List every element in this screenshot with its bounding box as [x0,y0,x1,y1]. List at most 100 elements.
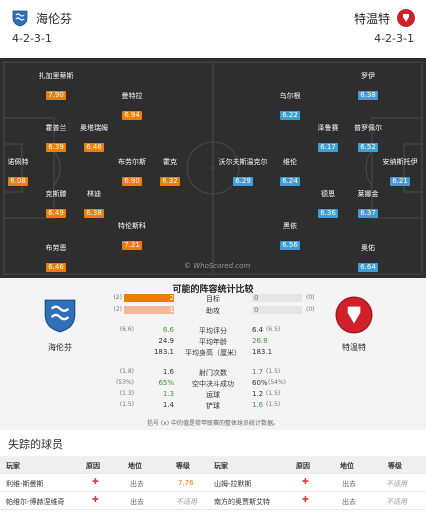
home-league-value: (2) [113,306,123,313]
away-player[interactable]: 安纳斯托伊 6.21 [376,158,424,187]
home-player[interactable]: 曼特拉 6.94 [110,92,154,121]
player-name: 德恩 [321,190,335,198]
table-row[interactable]: 帕维尔-博赫涅维奇 ✚ 出去 不适用 南方的奥贾斯艾特 ✚ 出去 不适用 [0,492,426,510]
home-missing-rating: 7.76 [178,479,194,487]
away-league-value: (1.5) [266,390,281,397]
player-rating: 6.36 [318,209,338,218]
home-player[interactable]: 特伦斯科 7.21 [110,222,154,251]
player-name: 罗伊 [361,72,375,80]
player-rating: 6.24 [280,177,300,186]
player-rating: 6.29 [233,177,253,186]
player-rating: 6.46 [46,263,66,272]
away-formation: 4-2-3-1 [374,32,414,45]
home-player[interactable]: 扎加里蒂斯 7.90 [34,72,78,101]
away-player[interactable]: 罗伊 6.38 [346,72,390,101]
player-name: 布劳恩 [45,244,67,252]
away-player[interactable]: 沃尔夫斯温克尔 6.29 [216,158,270,187]
home-league-value: (53%) [115,379,134,386]
player-rating: 7.90 [46,91,66,100]
player-name: 诺佩特 [7,158,29,166]
table-row[interactable]: 利维-斯曼斯 ✚ 出去 7.76 山姆-拉默斯 ✚ 出去 不适用 [0,474,426,492]
away-player[interactable]: 维伦 6.24 [268,158,312,187]
away-missing-rating: 不适用 [386,480,407,488]
away-league-value: (1.5) [266,368,281,375]
away-league-value: (0) [306,306,315,313]
home-missing-player[interactable]: 帕维尔-博赫涅维奇 [6,498,65,506]
home-missing-rating: 不适用 [176,498,197,506]
away-missing-player[interactable]: 山姆-拉默斯 [214,480,252,488]
stat-label: 运球 [206,391,220,399]
player-rating: 6.08 [8,177,28,186]
player-name: 林迪 [87,190,101,198]
home-player[interactable]: 诺佩特 6.08 [0,158,40,187]
away-stats-team-name: 特温特 [342,343,366,352]
away-team-crest-icon [335,296,373,334]
player-rating: 6.38 [84,209,104,218]
away-player[interactable]: 乌尔根 6.22 [268,92,312,121]
home-league-value: (1.8) [119,368,134,375]
away-value: 60% [252,379,268,387]
player-rating: 6.90 [122,177,142,186]
away-player[interactable]: 德恩 6.36 [306,190,350,219]
home-missing-status: 出去 [130,498,144,506]
home-assists-bar [124,306,174,314]
away-player[interactable]: 黑依 6.56 [268,222,312,251]
column-header: 玩家 [214,462,228,470]
player-name: 黑依 [283,222,297,230]
player-rating: 6.37 [358,209,378,218]
away-value: 1.7 [252,368,264,376]
player-name: 安纳斯托伊 [382,158,418,166]
home-player[interactable]: 林迪 6.38 [72,190,116,219]
home-value: 1.6 [162,368,174,376]
home-league-value: (6.6) [119,326,134,333]
home-assists-value: 1 [169,306,174,314]
player-rating: 6.39 [46,143,66,152]
away-player[interactable]: 莱娜金 6.37 [346,190,390,219]
player-rating: 6.38 [358,91,378,100]
away-missing-status: 出去 [342,480,356,488]
away-goals-bar [252,294,302,302]
player-name: 沃尔夫斯温克尔 [218,158,268,166]
away-stats-team[interactable]: 特温特 [324,294,384,353]
home-player[interactable]: 布劳尔斯 6.90 [110,158,154,187]
lineup-stats-comparison: 可能的阵容统计比较 海伦芬 特温特 (2) 2 目标 0 (0) (2) 1 助… [0,278,426,430]
home-player[interactable]: 霍普兰 6.39 [34,124,78,153]
watermark: © WhoScored.com [184,262,251,270]
player-rating: 6.56 [280,241,300,250]
away-missing-player[interactable]: 南方的奥贾斯艾特 [214,498,270,506]
player-rating: 6.17 [318,143,338,152]
lineup-pitch: 扎加里蒂斯 7.90 曼特拉 6.94 霍普兰 6.39 奥塔瑞姆 6.46 诺… [0,58,426,278]
home-player[interactable]: 克斯滕 6.49 [34,190,78,219]
player-rating: 6.46 [84,143,104,152]
away-value: 26.8 [252,337,268,345]
away-team[interactable]: 特温特 [354,8,416,28]
home-player[interactable]: 奥塔瑞姆 6.46 [72,124,116,153]
away-value: 183.1 [252,348,273,356]
away-player[interactable]: 普罗佩尔 6.52 [346,124,390,153]
away-player[interactable]: 泽鲁赛 6.17 [306,124,350,153]
home-missing-player[interactable]: 利维-斯曼斯 [6,480,44,488]
injury-cross-icon: ✚ [302,477,309,486]
player-name: 乌尔根 [279,92,301,100]
away-value: 6.4 [252,326,264,334]
home-league-value: (1.5) [119,401,134,408]
home-team[interactable]: 海伦芬 [10,8,72,28]
home-league-value: (1.3) [119,390,134,397]
home-team-crest-icon [12,10,28,27]
away-team-name: 特温特 [353,11,390,26]
home-stats-team[interactable]: 海伦芬 [30,294,90,353]
player-rating: 6.21 [390,177,410,186]
away-league-value: (54%) [268,379,287,386]
player-name: 维伦 [283,158,297,166]
stat-label: 平均身高（厘米） [185,349,241,357]
stat-row-assists: (2) 1 助攻 0 (0) [0,306,426,317]
away-player[interactable]: 奥佑 6.64 [346,244,390,273]
home-goals-bar [124,294,174,302]
player-name: 曼特拉 [121,92,143,100]
home-player[interactable]: 霍克 6.32 [148,158,192,187]
home-player[interactable]: 布劳恩 6.46 [34,244,78,273]
stat-label: 目标 [206,295,220,303]
stat-row-avg-rating: (6.6) 6.6 平均评分 6.4 (6.5) [0,326,426,337]
player-name: 特伦斯科 [118,222,146,230]
home-stats-team-name: 海伦芬 [48,343,72,352]
